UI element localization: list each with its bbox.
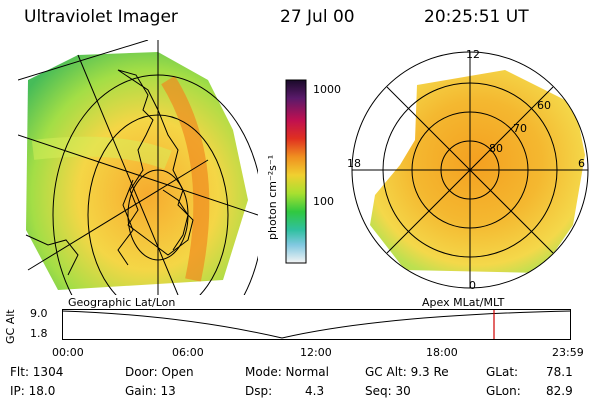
colorbar-tick-1000: 1000 xyxy=(313,83,341,96)
date-label: 27 Jul 00 xyxy=(280,7,355,27)
altitude-timeline-plot xyxy=(62,309,572,340)
glat-value: 78.1 xyxy=(546,365,573,379)
dsp-label: Dsp: xyxy=(245,384,273,398)
colorbar-tick-100: 100 xyxy=(313,195,334,208)
gain-value: Gain: 13 xyxy=(125,384,176,398)
glon-label: GLon: xyxy=(486,384,521,398)
apex-label: Apex MLat/MLT xyxy=(422,296,505,309)
emission-region xyxy=(26,52,248,290)
dsp-value: 4.3 xyxy=(305,384,325,398)
mlt-label-18: 18 xyxy=(347,157,361,170)
altitude-curve xyxy=(62,310,572,339)
sequence-value: Seq: 30 xyxy=(365,384,411,398)
altitude-tick-min: 1.8 xyxy=(30,327,48,340)
geographic-auroral-image xyxy=(18,40,258,295)
mlat-label-70: 70 xyxy=(513,122,527,135)
door-status: Door: Open xyxy=(125,365,194,379)
glat-label: GLat: xyxy=(486,365,519,379)
auroral-oval-arc xyxy=(161,75,210,282)
mlat-label-60: 60 xyxy=(537,99,551,112)
polar-grid xyxy=(351,51,589,289)
mlat-mlt-polar-plot xyxy=(351,51,589,289)
color-scale-bar xyxy=(285,79,307,264)
colorbar-unit-label: photon cm⁻²s⁻¹ xyxy=(266,154,279,240)
time-tick-1200: 12:00 xyxy=(300,346,332,359)
time-tick-0600: 06:00 xyxy=(172,346,204,359)
instrument-title: Ultraviolet Imager xyxy=(24,7,178,27)
mlt-label-12: 12 xyxy=(466,48,480,61)
gc-altitude: GC Alt: 9.3 Re xyxy=(365,365,449,379)
mode-status: Mode: Normal xyxy=(245,365,329,379)
altitude-tick-max: 9.0 xyxy=(30,307,48,320)
time-tick-2359: 23:59 xyxy=(552,346,584,359)
time-tick-1800: 18:00 xyxy=(426,346,458,359)
flight-number: Flt: 1304 xyxy=(10,365,64,379)
polar-emission xyxy=(370,70,585,273)
time-tick-0000: 00:00 xyxy=(52,346,84,359)
mlt-label-6: 6 xyxy=(578,157,585,170)
coastlines xyxy=(25,69,194,276)
ip-value: IP: 18.0 xyxy=(10,384,56,398)
time-label: 20:25:51 UT xyxy=(424,7,529,27)
geographic-label: Geographic Lat/Lon xyxy=(68,296,176,309)
glon-value: 82.9 xyxy=(546,384,573,398)
mlat-label-80: 80 xyxy=(489,142,503,155)
mlt-label-0: 0 xyxy=(469,279,476,292)
geographic-grid xyxy=(18,40,258,295)
altitude-axis-label: GC Alt xyxy=(4,309,17,344)
